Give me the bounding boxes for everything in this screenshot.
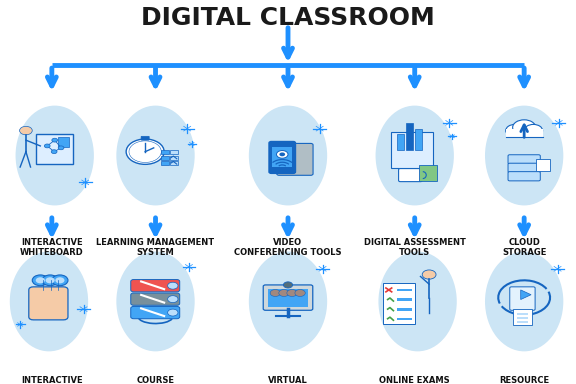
FancyBboxPatch shape — [517, 321, 528, 323]
FancyBboxPatch shape — [141, 136, 149, 140]
FancyBboxPatch shape — [508, 163, 540, 172]
Text: VIRTUAL
CLASSES: VIRTUAL CLASSES — [267, 376, 309, 384]
FancyBboxPatch shape — [29, 287, 68, 320]
Circle shape — [168, 309, 178, 316]
Ellipse shape — [249, 106, 327, 205]
FancyBboxPatch shape — [36, 134, 73, 164]
Ellipse shape — [10, 252, 88, 351]
Circle shape — [126, 139, 164, 164]
FancyBboxPatch shape — [513, 309, 532, 325]
FancyBboxPatch shape — [268, 289, 308, 307]
FancyBboxPatch shape — [397, 134, 404, 150]
Text: INTERACTIVE
LEARNING: INTERACTIVE LEARNING — [21, 376, 82, 384]
Ellipse shape — [485, 252, 563, 351]
Circle shape — [44, 144, 50, 148]
FancyBboxPatch shape — [397, 298, 412, 301]
FancyBboxPatch shape — [161, 156, 169, 160]
Circle shape — [168, 296, 178, 303]
FancyBboxPatch shape — [272, 147, 292, 167]
Circle shape — [422, 270, 436, 279]
Circle shape — [295, 290, 305, 296]
Ellipse shape — [116, 106, 195, 205]
FancyBboxPatch shape — [263, 285, 313, 310]
Circle shape — [279, 152, 285, 156]
Text: ONLINE EXAMS
AND QUIZZES: ONLINE EXAMS AND QUIZZES — [380, 376, 450, 384]
Circle shape — [20, 126, 32, 135]
Circle shape — [51, 150, 57, 154]
Circle shape — [281, 167, 283, 169]
FancyBboxPatch shape — [508, 155, 540, 164]
FancyBboxPatch shape — [161, 150, 169, 154]
Circle shape — [270, 290, 281, 296]
FancyBboxPatch shape — [131, 306, 180, 319]
FancyBboxPatch shape — [276, 144, 313, 175]
Circle shape — [524, 124, 543, 137]
Circle shape — [283, 282, 293, 288]
FancyBboxPatch shape — [131, 280, 180, 292]
Text: COURSE
MANAGEMENT: COURSE MANAGEMENT — [122, 376, 190, 384]
Text: DIGITAL CLASSROOM: DIGITAL CLASSROOM — [141, 6, 435, 30]
FancyBboxPatch shape — [508, 172, 540, 181]
Circle shape — [55, 277, 65, 283]
FancyBboxPatch shape — [517, 317, 528, 319]
FancyBboxPatch shape — [397, 289, 412, 291]
Circle shape — [168, 282, 178, 289]
FancyBboxPatch shape — [58, 137, 69, 147]
FancyBboxPatch shape — [506, 129, 543, 137]
Polygon shape — [521, 290, 531, 300]
FancyBboxPatch shape — [170, 150, 178, 154]
Circle shape — [36, 277, 45, 283]
Ellipse shape — [485, 106, 563, 205]
FancyBboxPatch shape — [419, 165, 437, 181]
FancyBboxPatch shape — [415, 129, 422, 150]
Circle shape — [287, 290, 297, 296]
FancyBboxPatch shape — [170, 161, 178, 165]
FancyBboxPatch shape — [131, 293, 180, 305]
Circle shape — [279, 290, 289, 296]
FancyBboxPatch shape — [510, 287, 535, 310]
FancyBboxPatch shape — [161, 161, 169, 165]
Text: CLOUD
STORAGE: CLOUD STORAGE — [502, 238, 547, 258]
Circle shape — [513, 120, 536, 135]
Circle shape — [42, 275, 58, 286]
FancyBboxPatch shape — [399, 169, 422, 182]
FancyBboxPatch shape — [406, 123, 413, 150]
Circle shape — [52, 275, 68, 286]
Text: VIDEO
CONFERENCING TOOLS: VIDEO CONFERENCING TOOLS — [234, 238, 342, 258]
FancyBboxPatch shape — [269, 142, 295, 174]
Ellipse shape — [116, 252, 195, 351]
Circle shape — [506, 124, 524, 137]
FancyBboxPatch shape — [383, 283, 415, 324]
Ellipse shape — [378, 252, 457, 351]
Circle shape — [46, 277, 55, 283]
FancyBboxPatch shape — [517, 313, 528, 315]
FancyBboxPatch shape — [170, 156, 178, 160]
Text: RESOURCE
SHARING: RESOURCE SHARING — [499, 376, 550, 384]
FancyBboxPatch shape — [397, 318, 412, 320]
Text: DIGITAL ASSESSMENT
TOOLS: DIGITAL ASSESSMENT TOOLS — [364, 238, 465, 258]
Circle shape — [276, 151, 288, 158]
FancyBboxPatch shape — [397, 308, 412, 311]
Ellipse shape — [249, 252, 327, 351]
Circle shape — [58, 146, 64, 150]
FancyBboxPatch shape — [536, 159, 550, 171]
Ellipse shape — [376, 106, 454, 205]
Text: LEARNING MANAGEMENT
SYSTEM: LEARNING MANAGEMENT SYSTEM — [96, 238, 215, 258]
FancyBboxPatch shape — [391, 132, 433, 168]
Circle shape — [52, 138, 58, 142]
Text: INTERACTIVE
WHITEBOARD: INTERACTIVE WHITEBOARD — [20, 238, 84, 258]
Ellipse shape — [16, 106, 94, 205]
Circle shape — [32, 275, 48, 286]
